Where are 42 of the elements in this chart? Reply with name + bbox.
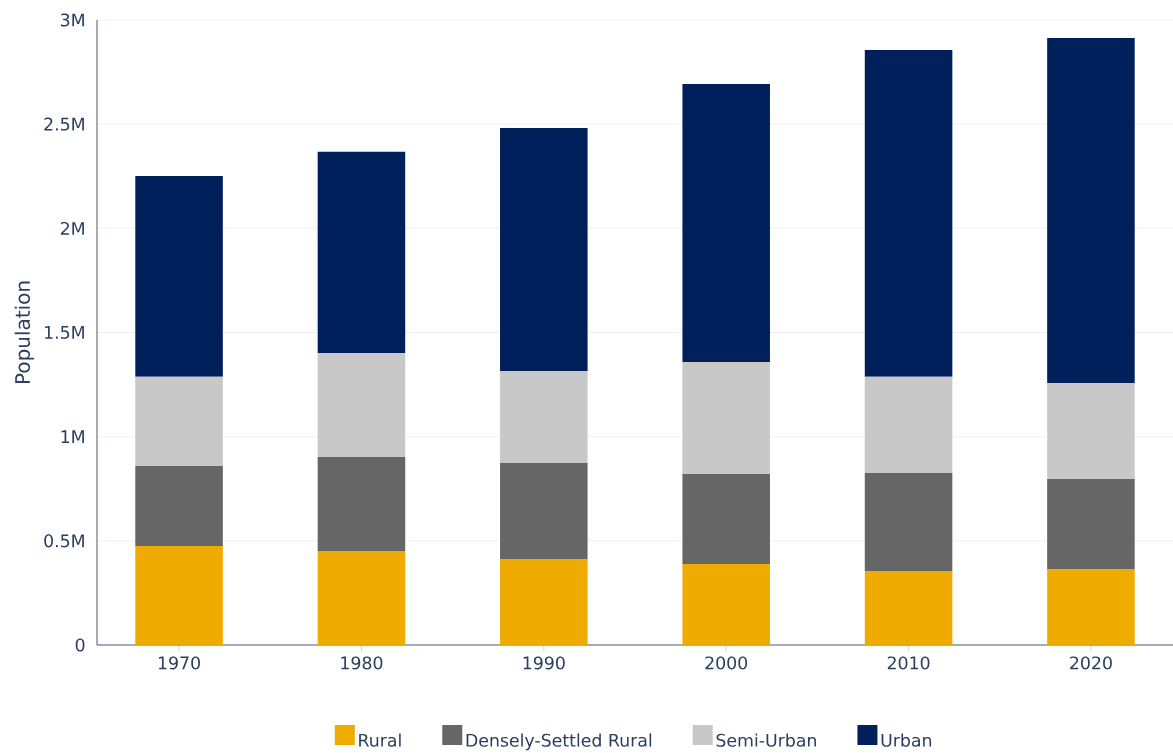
bar: [682, 362, 770, 474]
bar: [864, 472, 953, 572]
bar: [135, 376, 223, 467]
bar: [317, 457, 406, 552]
y-tick-label: 0.5M: [44, 534, 84, 548]
y-tick-label: 1M: [61, 430, 84, 443]
bar: [864, 571, 953, 645]
bar: [1047, 37, 1135, 383]
x-tick-label: 1970: [158, 656, 200, 670]
bar: [864, 49, 953, 377]
bar: [1047, 568, 1135, 645]
y-tick-label: 2M: [60, 221, 84, 235]
bar: [135, 546, 223, 645]
bar: [682, 563, 770, 645]
x-tick-label: 1990: [523, 656, 565, 670]
bar: [135, 176, 223, 377]
x-tick-label: 2000: [705, 656, 748, 670]
bar: [500, 127, 588, 372]
bar: [1047, 478, 1135, 569]
bar: [317, 551, 406, 645]
bar: [682, 83, 770, 363]
y-tick-label: 0: [75, 638, 85, 652]
bar: [135, 466, 223, 547]
x-tick-label: 1980: [341, 656, 383, 670]
bar: [500, 462, 588, 559]
legend-label: Semi-Urban: [716, 733, 816, 747]
bar: [682, 473, 770, 564]
bar: [317, 151, 406, 353]
bar: [500, 371, 588, 463]
legend-label: Urban: [881, 733, 932, 747]
y-axis-title: Population: [14, 281, 34, 384]
legend-label: Densely-Settled Rural: [466, 733, 652, 751]
bar: [500, 558, 588, 645]
bar: [317, 352, 406, 458]
y-tick-label: 3M: [60, 13, 84, 27]
legend-label: Rural: [359, 733, 401, 747]
x-tick-label: 2010: [887, 656, 930, 670]
y-tick-label: 2.5M: [44, 117, 84, 131]
bar: [864, 376, 953, 473]
bar: [1047, 382, 1135, 479]
x-tick-label: 2020: [1070, 656, 1112, 670]
y-tick-label: 1.5M: [45, 326, 84, 339]
